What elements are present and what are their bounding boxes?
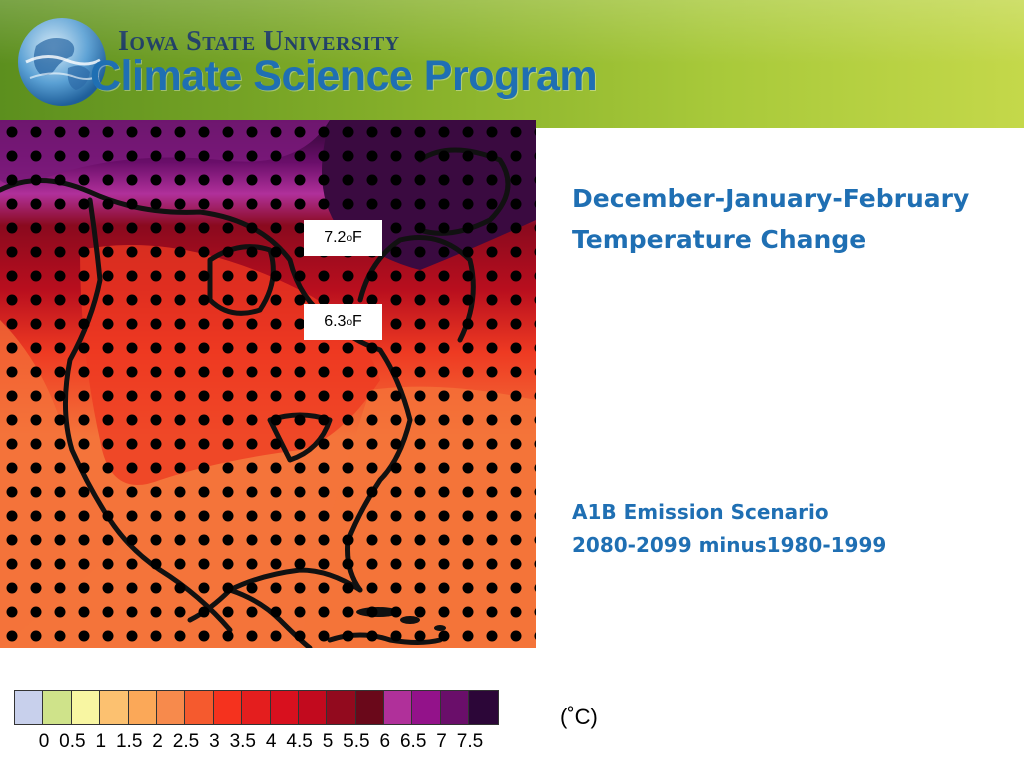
legend-tick-label: 1 [95, 731, 107, 752]
map-label-northern-value: 7.2 [324, 229, 347, 246]
color-legend [14, 690, 499, 725]
map-label-central: 6.3 o F [304, 304, 382, 340]
legend-ticks: 0 0.5 1 1.5 2 2.5 3 3.5 4 4.5 5 5.5 6 6.5 7 7.5 [34, 731, 514, 755]
legend-tick-label: 3.5 [229, 731, 257, 752]
legend-swatch [270, 691, 299, 724]
legend-swatch [440, 691, 470, 724]
legend-swatch [327, 691, 356, 724]
legend-swatch [156, 691, 186, 724]
legend-swatch [469, 691, 498, 724]
header-banner: Iowa State University Climate Science Pr… [0, 0, 1024, 128]
legend-tick-label: 0.5 [59, 731, 86, 752]
map-label-central-unit: F [352, 313, 362, 330]
map-label-northern-unit: F [352, 229, 362, 246]
legend-tick-label: 1.5 [115, 731, 143, 752]
scenario-line-2: 2080-2099 minus1980-1999 [572, 533, 887, 557]
scenario-line-1: A1B Emission Scenario [572, 500, 829, 524]
map-label-central-value: 6.3 [324, 313, 347, 330]
scenario-info: A1B Emission Scenario 2080-2099 minus198… [572, 496, 1012, 562]
legend-swatch [242, 691, 271, 724]
legend-swatch [298, 691, 328, 724]
temperature-change-map [0, 120, 536, 648]
legend-swatch [43, 691, 72, 724]
legend-swatch [384, 691, 413, 724]
legend-tick-label: 4.5 [286, 731, 313, 752]
slide-title: December-January-February Temperature Ch… [572, 178, 1012, 260]
legend-tick-label: 3 [209, 731, 220, 752]
title-line-1: December-January-February [572, 184, 970, 213]
program-title: Climate Science Program [90, 52, 598, 100]
legend-swatch [213, 691, 243, 724]
legend-swatch [100, 691, 129, 724]
legend-tick-label: 6.5 [399, 731, 427, 752]
legend-swatch [185, 691, 214, 724]
map-label-northern: 7.2 o F [304, 220, 382, 256]
legend-tick-label: 5.5 [343, 731, 370, 752]
legend-tick-label: 7.5 [456, 731, 484, 752]
legend-tick-label: 4 [265, 731, 277, 752]
legend-tick-label: 2.5 [172, 731, 200, 752]
legend-tick-label: 0 [38, 731, 50, 752]
legend-swatch [71, 691, 101, 724]
legend-swatch [128, 691, 157, 724]
legend-tick-label: 2 [152, 731, 163, 752]
legend-tick-label: 6 [379, 731, 391, 752]
university-name: Iowa State University [118, 26, 400, 57]
significance-dots [0, 120, 536, 648]
legend-tick-label: 7 [436, 731, 447, 752]
legend-swatch [412, 691, 441, 724]
legend-unit: (˚C) [560, 704, 598, 729]
legend-swatch [355, 691, 385, 724]
title-line-2: Temperature Change [572, 225, 867, 254]
legend-swatch [15, 691, 44, 724]
legend-tick-label: 5 [322, 731, 334, 752]
